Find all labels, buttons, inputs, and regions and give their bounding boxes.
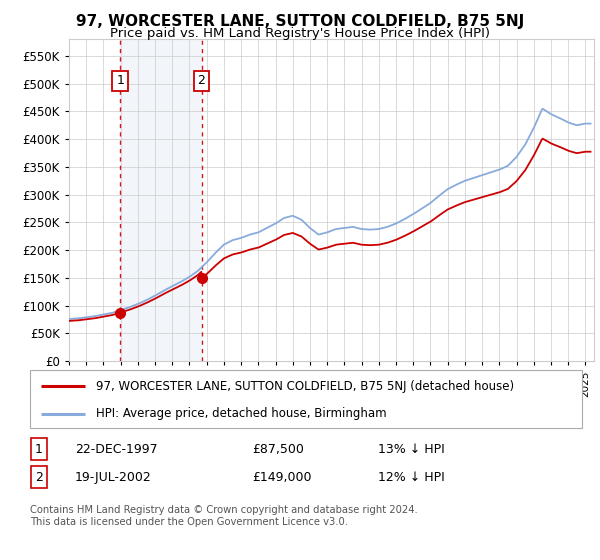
Text: 97, WORCESTER LANE, SUTTON COLDFIELD, B75 5NJ: 97, WORCESTER LANE, SUTTON COLDFIELD, B7… — [76, 14, 524, 29]
Text: 1: 1 — [116, 74, 124, 87]
Text: HPI: Average price, detached house, Birmingham: HPI: Average price, detached house, Birm… — [96, 407, 387, 420]
Bar — [120, 39, 202, 361]
Text: 1: 1 — [35, 442, 43, 456]
Text: 2: 2 — [35, 470, 43, 484]
Text: 13% ↓ HPI: 13% ↓ HPI — [378, 442, 445, 456]
Text: 2: 2 — [197, 74, 205, 87]
Text: 12% ↓ HPI: 12% ↓ HPI — [378, 470, 445, 484]
Text: Contains HM Land Registry data © Crown copyright and database right 2024.
This d: Contains HM Land Registry data © Crown c… — [30, 505, 418, 527]
FancyBboxPatch shape — [30, 370, 582, 428]
Text: 22-DEC-1997: 22-DEC-1997 — [75, 442, 158, 456]
Text: 19-JUL-2002: 19-JUL-2002 — [75, 470, 152, 484]
Text: 97, WORCESTER LANE, SUTTON COLDFIELD, B75 5NJ (detached house): 97, WORCESTER LANE, SUTTON COLDFIELD, B7… — [96, 380, 514, 393]
Text: £149,000: £149,000 — [252, 470, 311, 484]
Text: Price paid vs. HM Land Registry's House Price Index (HPI): Price paid vs. HM Land Registry's House … — [110, 27, 490, 40]
Text: £87,500: £87,500 — [252, 442, 304, 456]
